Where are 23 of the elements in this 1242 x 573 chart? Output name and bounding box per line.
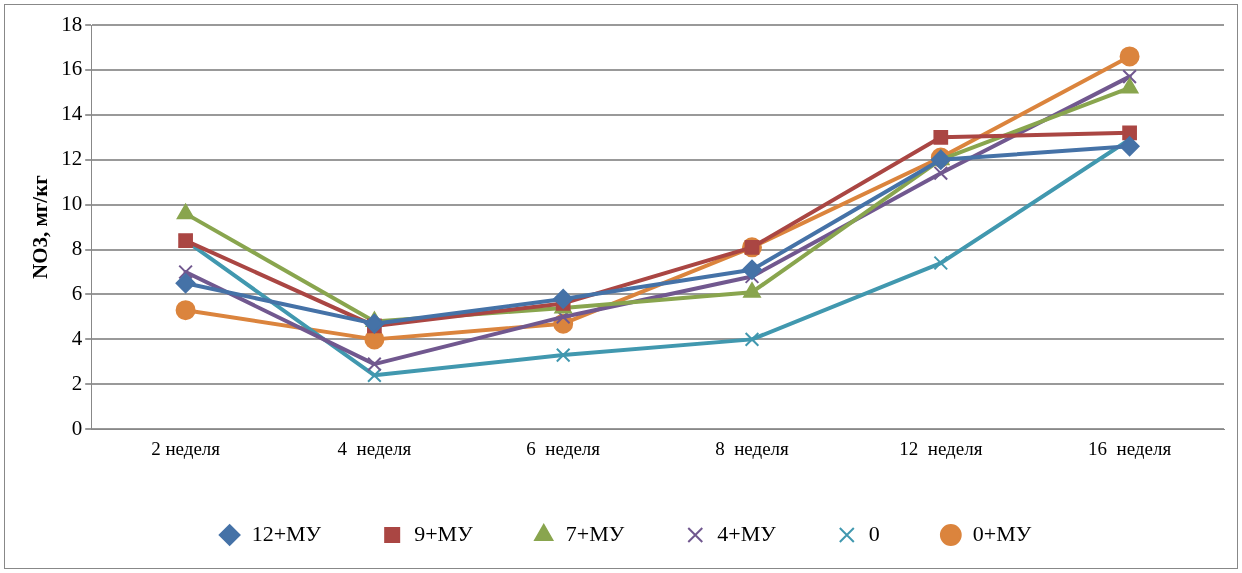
x-tick-label: 2 неделя (151, 437, 221, 459)
y-tick-label: 8 (71, 236, 83, 261)
y-axis-title: NO3, мг/кг (28, 175, 53, 280)
y-tick-label: 4 (71, 325, 83, 350)
legend-label: 0 (868, 520, 880, 546)
x-tick-label: 4 неделя (337, 437, 412, 459)
y-tick-label: 16 (61, 56, 83, 81)
x-tick-label: 16 неделя (1088, 437, 1172, 459)
y-tick-label: 12 (61, 146, 83, 171)
legend-label: 9+МУ (414, 520, 474, 546)
y-tick-label: 6 (71, 280, 83, 305)
y-tick-label: 14 (61, 101, 83, 126)
legend-label: 4+МУ (717, 520, 777, 546)
x-tick-label: 8 неделя (715, 437, 790, 459)
x-tick-label: 6 неделя (526, 437, 601, 459)
legend-label: 7+МУ (565, 520, 625, 546)
legend-label: 12+МУ (251, 520, 322, 546)
y-tick-label: 0 (71, 415, 83, 440)
y-tick-label: 2 (71, 370, 83, 395)
x-tick-label: 12 неделя (899, 437, 983, 459)
legend-label: 0+МУ (972, 520, 1032, 546)
y-tick-label: 18 (61, 11, 83, 36)
y-tick-label: 10 (61, 191, 83, 216)
